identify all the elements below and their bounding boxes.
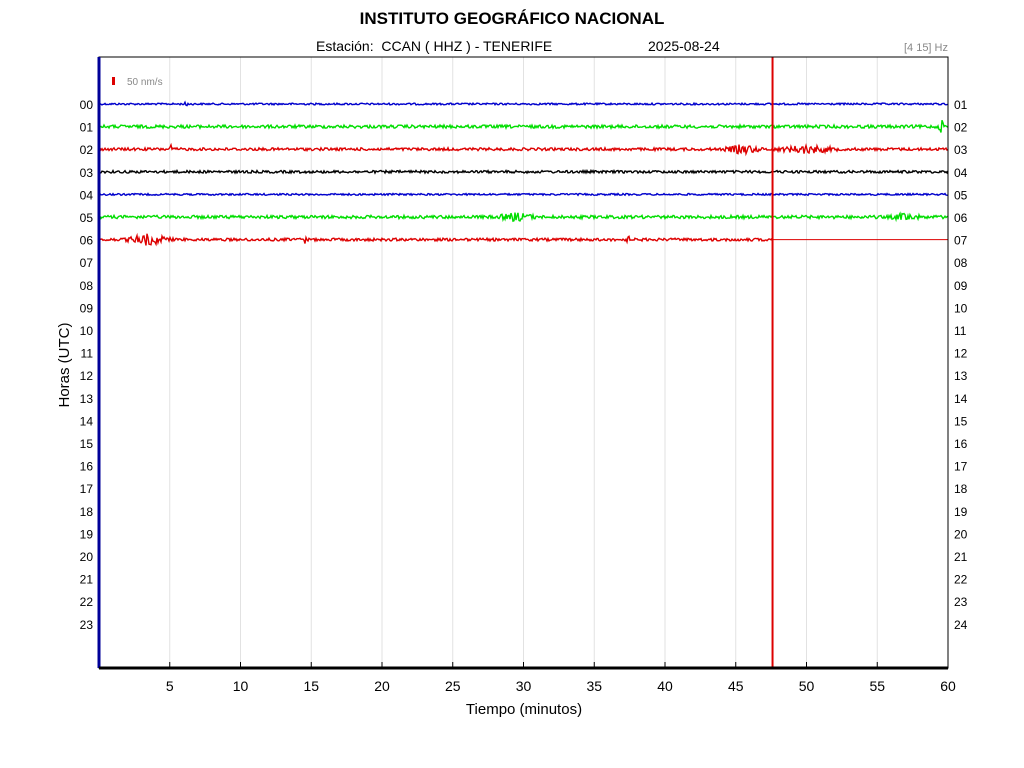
right-hour-label: 04: [954, 166, 968, 180]
left-hour-label: 12: [80, 369, 94, 383]
left-hour-label: 02: [80, 143, 94, 157]
right-hour-label: 07: [954, 234, 968, 248]
x-axis-label: Tiempo (minutos): [466, 701, 582, 718]
seismic-trace-hour-3: [98, 168, 949, 175]
right-hour-label: 16: [954, 437, 968, 451]
x-tick-label: 50: [799, 678, 815, 694]
right-hour-label: 05: [954, 188, 968, 202]
left-hour-label: 09: [80, 301, 94, 315]
x-axis-ticks: 5 10 15 20 25 30 35 40 45 50 55 60: [166, 662, 956, 694]
scale-bar-mark: [112, 77, 115, 85]
x-tick-label: 20: [374, 678, 390, 694]
left-hour-label: 18: [80, 505, 94, 519]
left-hour-label: 08: [80, 279, 94, 293]
right-hour-label: 03: [954, 143, 968, 157]
right-hour-label: 01: [954, 98, 968, 112]
seismic-trace-hour-2: [98, 142, 949, 157]
grid-lines: [169, 57, 878, 668]
left-hour-label: 01: [80, 121, 94, 135]
x-tick-label: 5: [166, 678, 174, 694]
scale-bar-label: 50 nm/s: [127, 77, 163, 88]
right-hour-label: 10: [954, 301, 968, 315]
left-hour-label: 16: [80, 460, 94, 474]
left-hour-label: 20: [80, 550, 94, 564]
left-hour-label: 00: [80, 98, 94, 112]
right-hour-label: 13: [954, 369, 968, 383]
x-tick-label: 45: [728, 678, 744, 694]
seismic-trace-hour-4: [98, 192, 949, 197]
x-tick-label: 60: [940, 678, 956, 694]
seismic-trace-hour-1: [98, 119, 949, 133]
left-hour-label: 15: [80, 437, 94, 451]
left-hour-label: 17: [80, 482, 94, 496]
right-hour-label: 15: [954, 414, 968, 428]
left-hour-label: 05: [80, 211, 94, 225]
seismic-trace-hour-6: [98, 232, 773, 247]
left-hour-label: 23: [80, 618, 94, 632]
right-hour-label: 23: [954, 595, 968, 609]
right-hour-label: 02: [954, 121, 968, 135]
seismic-trace-hour-5: [98, 211, 949, 223]
left-hour-label: 13: [80, 392, 94, 406]
right-hour-labels: 01 02 03 04 05 06 07 08 09 10 11 12 13 14 15 16 17 18 19 20…: [954, 98, 968, 632]
x-tick-label: 10: [233, 678, 249, 694]
left-hour-label: 14: [80, 414, 94, 428]
left-hour-label: 21: [80, 573, 94, 587]
left-hour-label: 03: [80, 166, 94, 180]
right-hour-label: 20: [954, 527, 968, 541]
x-tick-label: 55: [869, 678, 885, 694]
chart-title: INSTITUTO GEOGRÁFICO NACIONAL: [359, 9, 665, 28]
left-hour-label: 22: [80, 595, 94, 609]
left-hour-label: 19: [80, 527, 94, 541]
right-hour-label: 18: [954, 482, 968, 496]
y-axis-label: Horas (UTC): [56, 322, 73, 407]
trace-layer: [98, 100, 949, 247]
left-hour-label: 11: [81, 347, 94, 361]
right-hour-label: 11: [954, 324, 967, 338]
station-label: Estación: CCAN ( HHZ ) - TENERIFE: [316, 38, 553, 54]
right-hour-label: 24: [954, 618, 968, 632]
left-hour-label: 06: [80, 234, 94, 248]
left-hour-label: 04: [80, 188, 94, 202]
x-tick-label: 40: [657, 678, 673, 694]
right-hour-label: 12: [954, 347, 968, 361]
x-tick-label: 30: [516, 678, 532, 694]
right-hour-label: 17: [954, 460, 968, 474]
right-hour-label: 08: [954, 256, 968, 270]
left-hour-labels: 00 01 02 03 04 05 06 07 08 09 10 11 12 13 14 15 16 17 18 19…: [80, 98, 94, 632]
right-hour-label: 22: [954, 573, 968, 587]
right-hour-label: 19: [954, 505, 968, 519]
x-tick-label: 25: [445, 678, 461, 694]
right-hour-label: 06: [954, 211, 968, 225]
right-hour-label: 21: [954, 550, 968, 564]
date-label: 2025-08-24: [648, 38, 720, 54]
left-hour-label: 07: [80, 256, 94, 270]
right-hour-label: 14: [954, 392, 968, 406]
right-hour-label: 09: [954, 279, 968, 293]
x-tick-label: 15: [303, 678, 319, 694]
left-hour-label: 10: [80, 324, 94, 338]
seismic-trace-hour-0: [98, 100, 949, 107]
x-tick-label: 35: [586, 678, 602, 694]
filter-band-label: [4 15] Hz: [903, 42, 948, 54]
amplitude-scale-bar: 50 nm/s: [112, 77, 163, 88]
